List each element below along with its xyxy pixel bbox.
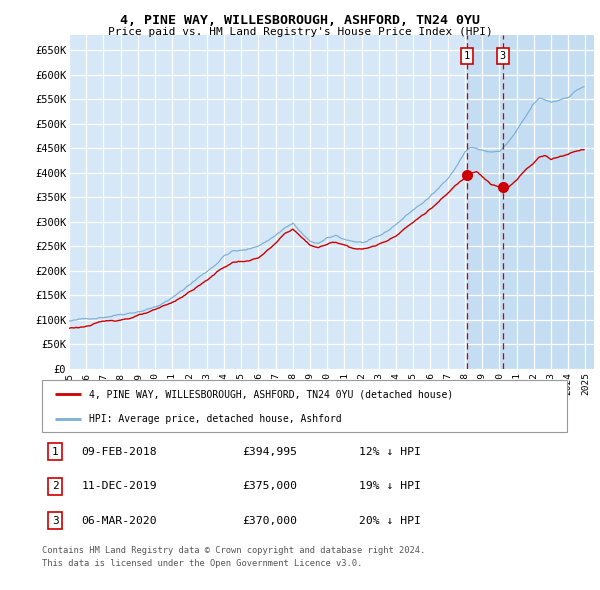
Text: Price paid vs. HM Land Registry's House Price Index (HPI): Price paid vs. HM Land Registry's House … <box>107 27 493 37</box>
Text: 1: 1 <box>52 447 59 457</box>
Text: 09-FEB-2018: 09-FEB-2018 <box>82 447 157 457</box>
Text: £394,995: £394,995 <box>242 447 298 457</box>
Text: 4, PINE WAY, WILLESBOROUGH, ASHFORD, TN24 0YU: 4, PINE WAY, WILLESBOROUGH, ASHFORD, TN2… <box>120 14 480 27</box>
Text: This data is licensed under the Open Government Licence v3.0.: This data is licensed under the Open Gov… <box>42 559 362 568</box>
Text: HPI: Average price, detached house, Ashford: HPI: Average price, detached house, Ashf… <box>89 414 342 424</box>
Text: 3: 3 <box>500 51 506 61</box>
Text: 3: 3 <box>52 516 59 526</box>
Text: 11-DEC-2019: 11-DEC-2019 <box>82 481 157 491</box>
Text: 06-MAR-2020: 06-MAR-2020 <box>82 516 157 526</box>
Text: Contains HM Land Registry data © Crown copyright and database right 2024.: Contains HM Land Registry data © Crown c… <box>42 546 425 555</box>
Text: 20% ↓ HPI: 20% ↓ HPI <box>359 516 421 526</box>
Text: 12% ↓ HPI: 12% ↓ HPI <box>359 447 421 457</box>
Text: 1: 1 <box>463 51 470 61</box>
Text: 4, PINE WAY, WILLESBOROUGH, ASHFORD, TN24 0YU (detached house): 4, PINE WAY, WILLESBOROUGH, ASHFORD, TN2… <box>89 389 454 399</box>
Text: 19% ↓ HPI: 19% ↓ HPI <box>359 481 421 491</box>
Bar <box>467 35 594 369</box>
Text: 2: 2 <box>52 481 59 491</box>
Text: £375,000: £375,000 <box>242 481 298 491</box>
Text: £370,000: £370,000 <box>242 516 298 526</box>
FancyBboxPatch shape <box>42 380 567 432</box>
